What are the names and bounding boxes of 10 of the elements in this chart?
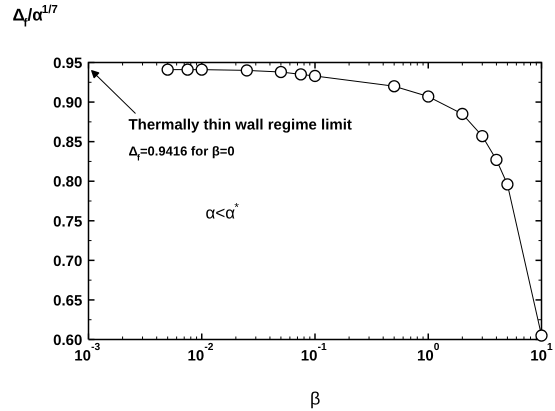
y-tick-label: 0.75 — [53, 213, 82, 230]
y-tick-label: 0.90 — [53, 94, 82, 112]
y-tick-label: 0.85 — [53, 134, 82, 152]
y-tick-label: 0.65 — [53, 292, 82, 310]
y-tick-label: 0.80 — [53, 174, 82, 191]
y-tick-label: 0.70 — [53, 252, 82, 270]
y-tick-label: 0.95 — [53, 55, 82, 72]
annotation: α<α* — [206, 201, 240, 222]
annotation: Thermally thin wall regime limit — [128, 116, 352, 134]
x-axis-title: β — [310, 388, 320, 408]
